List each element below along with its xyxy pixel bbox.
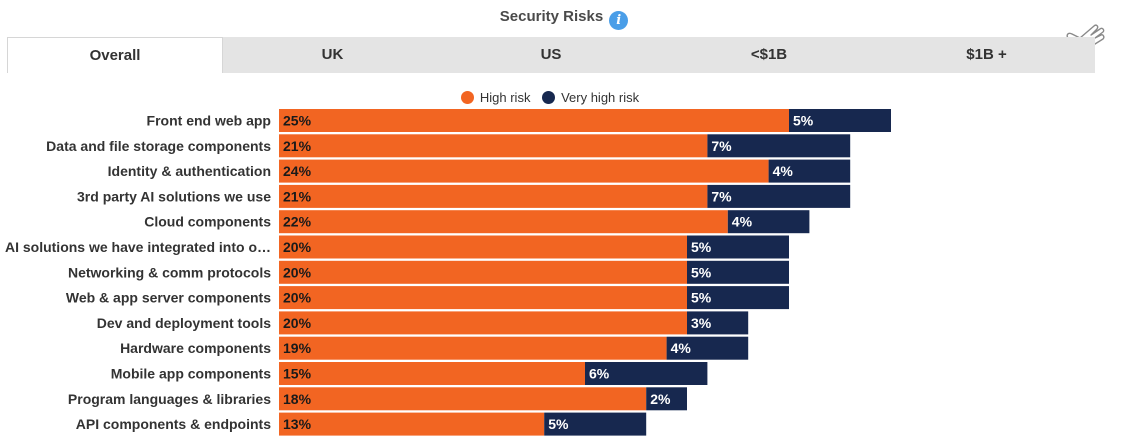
bar-chart: Front end web app 25% 5% Data and file stor… bbox=[5, 109, 891, 436]
bar-high-risk[interactable] bbox=[279, 159, 769, 183]
data-label-high-risk: 18% bbox=[283, 391, 312, 407]
bar-high-risk[interactable] bbox=[279, 311, 687, 335]
category-label: Hardware components bbox=[120, 340, 271, 356]
category-label: Identity & authentication bbox=[108, 163, 271, 179]
bar-high-risk[interactable] bbox=[279, 260, 687, 284]
bar-very-high-risk[interactable] bbox=[789, 109, 891, 132]
category-label: Mobile app components bbox=[111, 366, 271, 382]
bar-very-high-risk[interactable] bbox=[544, 412, 647, 436]
category-label: 3rd party AI solutions we use bbox=[77, 188, 271, 204]
bar-very-high-risk[interactable] bbox=[687, 311, 749, 335]
category-label: Networking & comm protocols bbox=[68, 264, 271, 280]
legend-item-very-high-risk[interactable]: Very high risk bbox=[542, 89, 639, 107]
bar-very-high-risk[interactable] bbox=[687, 235, 789, 259]
tab-over-1b[interactable]: $1B + bbox=[966, 46, 1007, 63]
tab-us[interactable]: US bbox=[540, 46, 562, 63]
data-label-very-high-risk: 4% bbox=[732, 214, 753, 230]
category-label: Data and file storage components bbox=[46, 138, 271, 154]
data-label-very-high-risk: 6% bbox=[589, 366, 610, 382]
legend-swatch-high-risk bbox=[460, 91, 474, 104]
legend-item-high-risk[interactable]: High risk bbox=[460, 89, 531, 107]
category-label: Cloud components bbox=[144, 214, 271, 230]
data-label-very-high-risk: 7% bbox=[711, 188, 732, 204]
bar-high-risk[interactable] bbox=[279, 134, 708, 158]
bar-very-high-risk[interactable] bbox=[768, 159, 851, 183]
data-label-high-risk: 22% bbox=[283, 214, 312, 230]
bar-high-risk[interactable] bbox=[279, 210, 728, 234]
data-label-high-risk: 24% bbox=[283, 163, 312, 179]
bar-high-risk[interactable] bbox=[279, 387, 647, 411]
bar-high-risk[interactable] bbox=[279, 235, 687, 259]
category-label: Dev and deployment tools bbox=[97, 315, 271, 331]
data-label-high-risk: 20% bbox=[283, 264, 312, 280]
bar-high-risk[interactable] bbox=[279, 412, 545, 436]
tab-uk[interactable]: UK bbox=[321, 46, 344, 63]
category-label: Web & app server components bbox=[66, 290, 271, 306]
bar-high-risk[interactable] bbox=[279, 184, 708, 208]
chart-title-row: Security Risks i bbox=[0, 6, 1128, 30]
data-label-high-risk: 21% bbox=[283, 138, 312, 154]
data-label-very-high-risk: 3% bbox=[691, 315, 712, 331]
chart-title: Security Risks bbox=[499, 8, 604, 25]
bar-very-high-risk[interactable] bbox=[727, 210, 810, 234]
data-label-high-risk: 25% bbox=[283, 113, 312, 129]
data-label-very-high-risk: 5% bbox=[793, 113, 814, 129]
bar-very-high-risk[interactable] bbox=[707, 134, 851, 158]
data-label-very-high-risk: 7% bbox=[711, 138, 732, 154]
bar-very-high-risk[interactable] bbox=[585, 362, 708, 385]
data-label-very-high-risk: 5% bbox=[548, 416, 569, 432]
data-label-very-high-risk: 5% bbox=[691, 264, 712, 280]
data-label-high-risk: 20% bbox=[283, 290, 312, 306]
bar-very-high-risk[interactable] bbox=[666, 336, 749, 360]
data-label-very-high-risk: 5% bbox=[691, 290, 712, 306]
data-label-high-risk: 15% bbox=[283, 366, 312, 382]
category-label: Program languages & libraries bbox=[68, 391, 271, 407]
data-label-high-risk: 20% bbox=[283, 315, 312, 331]
bar-very-high-risk[interactable] bbox=[646, 387, 687, 411]
bar-very-high-risk[interactable] bbox=[687, 260, 789, 284]
bar-high-risk[interactable] bbox=[279, 336, 667, 360]
category-label: Front end web app bbox=[147, 113, 271, 129]
tab-under-1b[interactable]: <$1B bbox=[750, 46, 788, 63]
bar-very-high-risk[interactable] bbox=[707, 184, 851, 208]
bar-high-risk[interactable] bbox=[279, 109, 789, 132]
chart-legend: High risk Very high risk bbox=[0, 89, 1100, 107]
data-label-high-risk: 13% bbox=[283, 416, 312, 432]
data-label-very-high-risk: 2% bbox=[650, 391, 671, 407]
data-label-high-risk: 19% bbox=[283, 340, 312, 356]
data-label-high-risk: 20% bbox=[283, 239, 312, 255]
data-label-very-high-risk: 4% bbox=[773, 163, 794, 179]
bar-high-risk[interactable] bbox=[279, 286, 687, 310]
legend-swatch-very-high-risk bbox=[542, 91, 556, 104]
filter-tabs: Overall UK US <$1B $1B + bbox=[7, 37, 1095, 73]
category-label: API components & endpoints bbox=[76, 416, 271, 432]
tab-overall[interactable]: Overall bbox=[7, 37, 223, 73]
data-label-very-high-risk: 5% bbox=[691, 239, 712, 255]
bar-very-high-risk[interactable] bbox=[687, 286, 789, 310]
info-icon[interactable]: i bbox=[609, 11, 629, 30]
bar-high-risk[interactable] bbox=[279, 362, 585, 385]
legend-label-high-risk: High risk bbox=[479, 90, 531, 105]
data-label-very-high-risk: 4% bbox=[671, 340, 692, 356]
category-label: AI solutions we have integrated into o… bbox=[5, 239, 271, 255]
legend-label-very-high-risk: Very high risk bbox=[561, 90, 640, 105]
data-label-high-risk: 21% bbox=[283, 188, 312, 204]
